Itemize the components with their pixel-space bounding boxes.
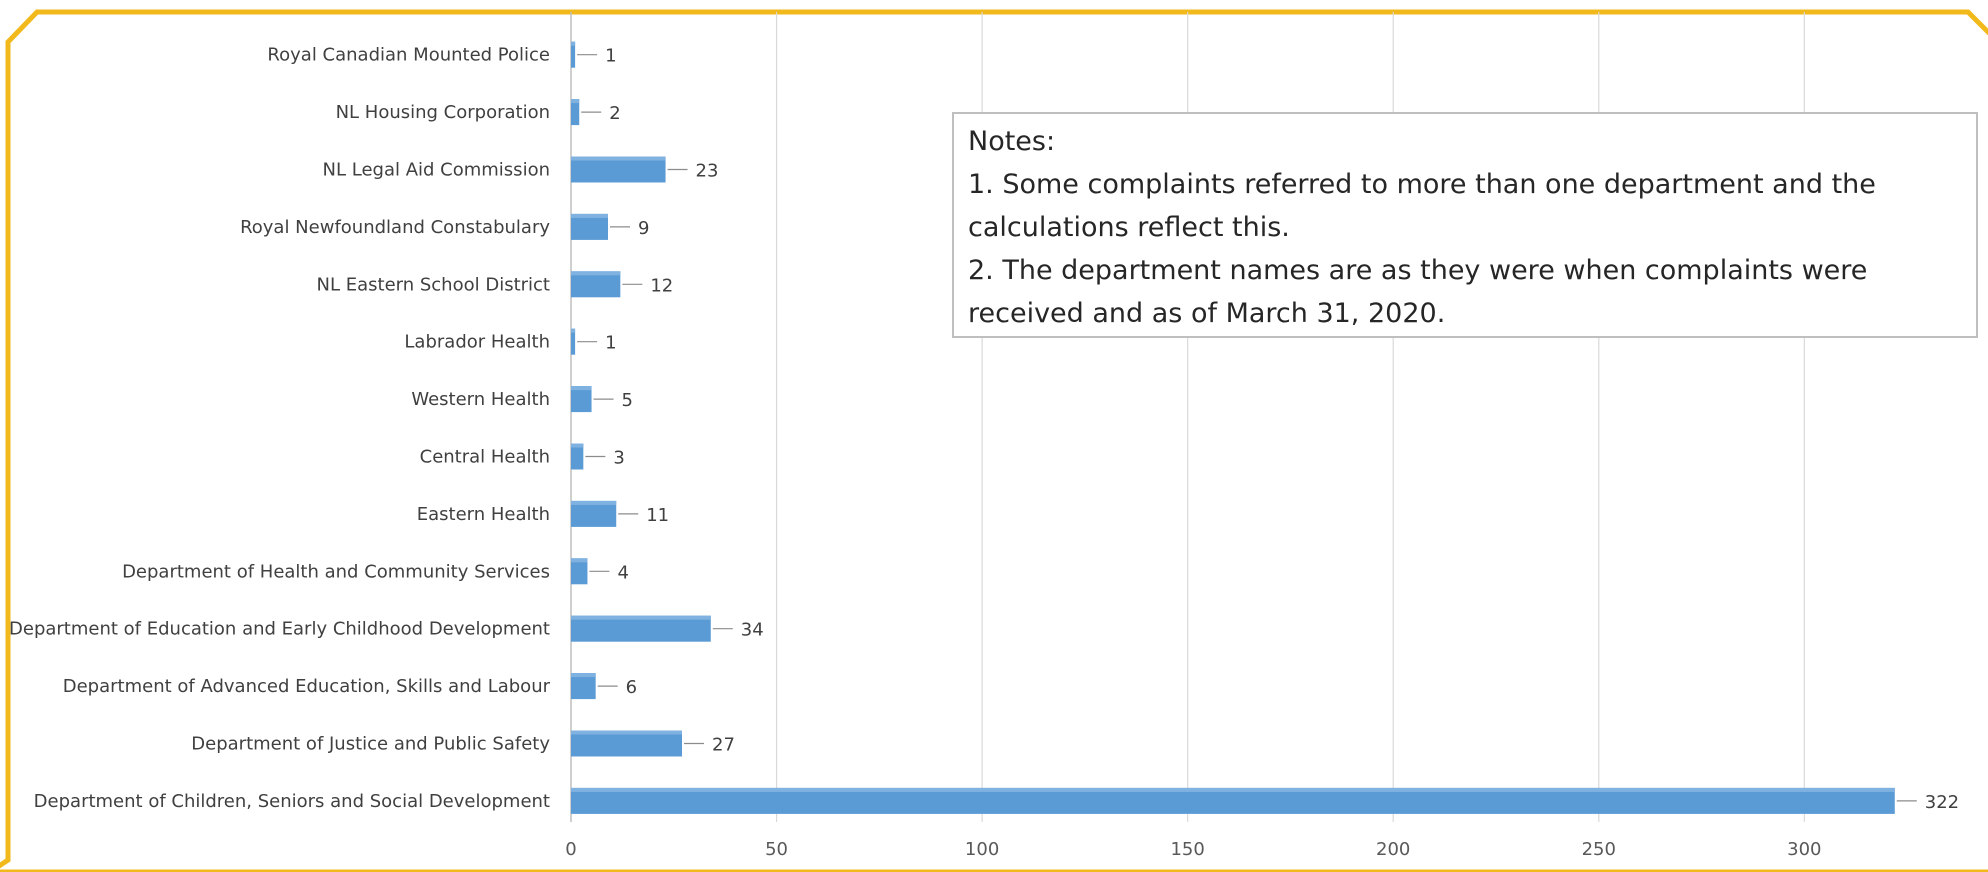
bar (571, 500, 617, 527)
bar-highlight (571, 328, 576, 333)
bar (571, 673, 596, 700)
bar-highlight (571, 730, 682, 735)
bar-highlight (571, 271, 621, 276)
x-tick-label: 50 (765, 839, 788, 860)
data-label: 12 (650, 275, 673, 296)
data-label: 2 (609, 103, 620, 124)
bar (571, 328, 576, 355)
category-label: Department of Advanced Education, Skills… (63, 676, 551, 697)
bar-highlight (571, 99, 580, 104)
bar-highlight (571, 673, 596, 678)
x-tick-label: 300 (1787, 839, 1821, 860)
category-label: NL Legal Aid Commission (323, 160, 550, 181)
data-label: 6 (626, 677, 637, 698)
bar (571, 41, 576, 68)
bar-highlight (571, 386, 592, 391)
bar-highlight (571, 156, 666, 161)
data-label: 27 (712, 735, 735, 756)
bar-highlight (571, 500, 617, 505)
bar (571, 99, 580, 126)
notes-box: Notes: 1. Some complaints referred to mo… (952, 112, 1978, 338)
data-label: 23 (696, 161, 719, 182)
bar (571, 558, 588, 585)
bar (571, 271, 621, 298)
notes-heading: Notes: (968, 126, 1056, 157)
bar (571, 730, 682, 757)
bar-highlight (571, 443, 584, 448)
bar (571, 615, 711, 642)
x-tick-label: 0 (565, 839, 576, 860)
data-label: 11 (646, 505, 669, 526)
x-tick-label: 100 (965, 839, 999, 860)
data-label: 322 (1925, 792, 1959, 813)
data-label: 1 (605, 333, 616, 354)
category-label: NL Eastern School District (317, 274, 550, 295)
bar-highlight (571, 213, 608, 218)
bar (571, 156, 666, 183)
category-label: Eastern Health (417, 504, 550, 525)
category-label: Royal Newfoundland Constabulary (240, 217, 550, 238)
category-label: Labrador Health (404, 332, 550, 353)
notes-line-1: 1. Some complaints referred to more than… (968, 169, 1876, 200)
category-labels: Royal Canadian Mounted Police NL Housing … (9, 45, 551, 812)
bars (571, 41, 1895, 814)
category-label: Royal Canadian Mounted Police (267, 45, 550, 66)
gridlines (570, 12, 1805, 822)
category-label: NL Housing Corporation (336, 102, 550, 123)
category-label: Western Health (411, 389, 550, 410)
frame-border (0, 9, 1988, 872)
x-axis-tick-labels: 0 50 100 150 200 250 300 (565, 839, 1821, 860)
bar-highlight (571, 787, 1895, 792)
data-label: 4 (617, 562, 628, 583)
notes-line-2: calculations reflect this. (968, 212, 1290, 243)
data-label: 34 (741, 620, 764, 641)
bar (571, 386, 592, 413)
data-label: 1 (605, 46, 616, 67)
notes-line-3: 2. The department names are as they were… (968, 255, 1868, 286)
data-label: 9 (638, 218, 649, 239)
bar-highlight (571, 615, 711, 620)
x-tick-label: 250 (1582, 839, 1616, 860)
category-label: Department of Children, Seniors and Soci… (34, 791, 550, 812)
bar (571, 213, 608, 240)
bar-highlight (571, 41, 576, 46)
notes-line-4: received and as of March 31, 2020. (968, 298, 1446, 329)
category-label: Central Health (420, 447, 550, 468)
category-label: Department of Health and Community Servi… (122, 561, 550, 582)
bar-highlight (571, 558, 588, 563)
x-tick-label: 150 (1170, 839, 1204, 860)
bar (571, 787, 1895, 814)
bar (571, 443, 584, 470)
category-label: Department of Education and Early Childh… (9, 619, 550, 640)
data-label: 5 (622, 390, 633, 411)
x-tick-label: 200 (1376, 839, 1410, 860)
data-label: 3 (613, 448, 624, 469)
category-label: Department of Justice and Public Safety (191, 734, 550, 755)
